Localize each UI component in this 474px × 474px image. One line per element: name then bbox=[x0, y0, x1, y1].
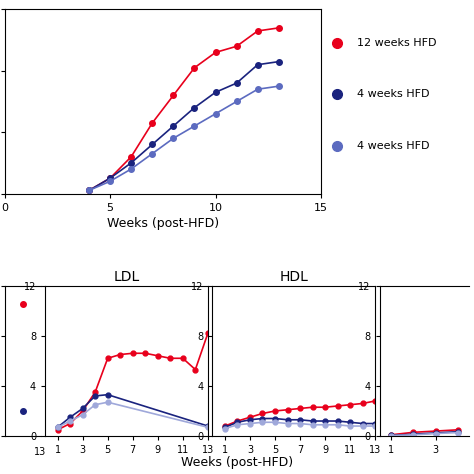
Text: 13: 13 bbox=[35, 447, 46, 456]
X-axis label: Weeks (post-HFD): Weeks (post-HFD) bbox=[107, 217, 219, 230]
Title: LDL: LDL bbox=[113, 270, 140, 284]
Text: 4 weeks HFD: 4 weeks HFD bbox=[357, 141, 429, 151]
Title: HDL: HDL bbox=[279, 270, 308, 284]
Text: Weeks (post-HFD): Weeks (post-HFD) bbox=[181, 456, 293, 469]
Text: 4 weeks HFD: 4 weeks HFD bbox=[357, 89, 429, 99]
Text: 12 weeks HFD: 12 weeks HFD bbox=[357, 37, 437, 47]
